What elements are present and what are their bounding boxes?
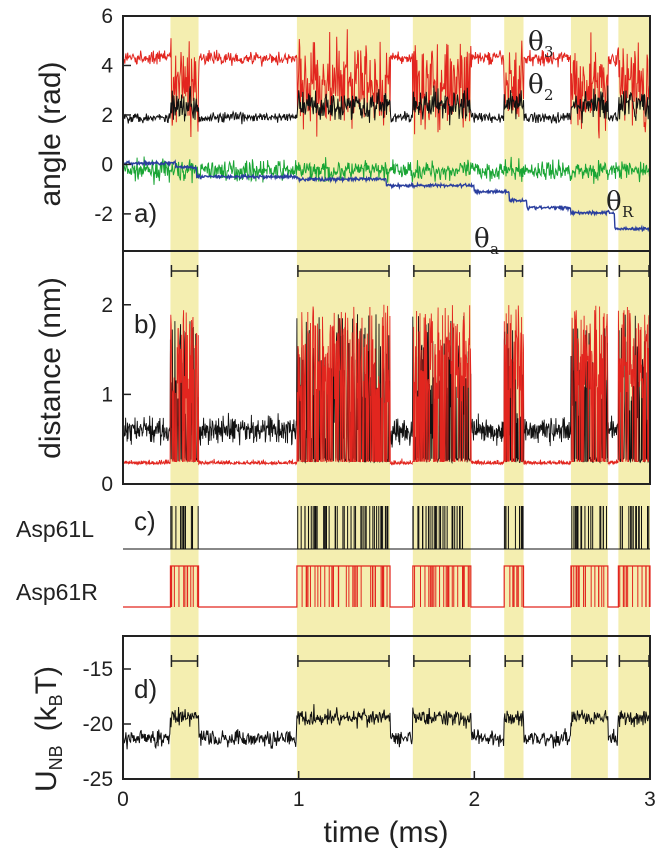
series-distance-red — [122, 304, 651, 467]
shaded-interval-0 — [170, 636, 199, 779]
xtick-label: 1 — [293, 788, 305, 811]
row-label-asp61r: Asp61R — [16, 579, 98, 605]
ytick-label: -20 — [83, 713, 113, 736]
panel-tag-c: c) — [134, 506, 156, 536]
x-axis: 0 1 2 3 — [117, 771, 656, 811]
ytick-label: -25 — [83, 768, 113, 791]
interval-bracket-2 — [413, 265, 471, 277]
interval-bracket-3 — [504, 655, 524, 667]
ytick-label: 1 — [101, 383, 113, 406]
shaded-interval-5 — [618, 484, 650, 636]
ytick-label: 4 — [101, 54, 113, 77]
panel-tag-a: a) — [134, 198, 157, 228]
xtick-label: 3 — [644, 788, 656, 811]
interval-bracket-0 — [170, 265, 199, 277]
traces-c — [123, 506, 651, 608]
panel-d: -25 -20 -15 UNB(kBT) d) — [30, 635, 651, 792]
interval-bracket-1 — [297, 655, 390, 667]
interval-bracket-0 — [170, 655, 199, 667]
frame-d — [122, 635, 651, 780]
panel-b: 0 1 2 distance (nm) b) — [34, 250, 651, 496]
label-theta-3-text: θ — [528, 27, 544, 57]
label-theta-3-sub: 3 — [544, 43, 554, 61]
shaded-interval-3 — [504, 484, 524, 636]
shaded-interval-3 — [504, 636, 524, 779]
interval-bracket-2 — [413, 655, 471, 667]
label-theta-r-text: θ — [606, 187, 622, 217]
row-label-asp61l: Asp61L — [16, 516, 94, 542]
ytick-label: 2 — [101, 294, 113, 317]
interval-bracket-3 — [504, 265, 524, 277]
panel-tag-d: d) — [134, 674, 157, 704]
ytick-label: 6 — [101, 5, 113, 28]
brackets-d — [170, 655, 650, 667]
label-theta-a-text: θ — [474, 224, 490, 254]
xtick-label: 0 — [117, 788, 129, 811]
ytick-label: 2 — [101, 104, 113, 127]
panel-c: c) Asp61L Asp61R — [16, 483, 651, 637]
shaded-interval-0 — [170, 16, 199, 251]
ytick-label: -2 — [94, 203, 113, 226]
ylabel-a: angle (rad) — [34, 61, 67, 206]
shaded-interval-2 — [412, 16, 471, 251]
shaded-interval-2 — [412, 636, 471, 779]
yticks-a: -2 0 2 4 6 — [94, 5, 131, 226]
xlabel: time (ms) — [324, 816, 449, 849]
interval-bracket-4 — [571, 265, 608, 277]
traces-d — [122, 704, 651, 750]
shaded-interval-1 — [296, 636, 391, 779]
ylabel-b: distance (nm) — [34, 277, 67, 459]
ylabel-d-text: UNB(kBT) — [30, 666, 66, 792]
ytick-label: 0 — [101, 153, 113, 176]
panel-tag-b: b) — [134, 309, 157, 339]
yticks-d: -25 -20 -15 — [83, 658, 131, 791]
traces-a — [122, 29, 651, 233]
shaded-interval-4 — [570, 16, 608, 251]
bands-d — [170, 636, 650, 779]
asp61r-state-line — [123, 565, 651, 608]
series-theta-a-green — [122, 156, 651, 185]
traces-b — [122, 304, 651, 467]
series-theta-r-blue — [122, 159, 651, 233]
ylabel-d: UNB(kBT) — [30, 666, 66, 792]
label-theta-a-sub: a — [490, 240, 499, 258]
shaded-interval-4 — [570, 636, 608, 779]
label-theta-2-text: θ — [528, 70, 544, 100]
shaded-interval-1 — [296, 16, 391, 251]
xtick-label: 2 — [468, 788, 480, 811]
series-theta-2-black — [122, 85, 651, 126]
bands-a — [170, 16, 650, 251]
shaded-interval-5 — [618, 636, 650, 779]
label-theta-r-sub: R — [622, 203, 634, 221]
ytick-label: 0 — [101, 473, 113, 496]
label-theta-2-sub: 2 — [544, 86, 554, 104]
interval-bracket-4 — [571, 655, 608, 667]
shaded-interval-3 — [504, 16, 524, 251]
series-theta-3-red — [122, 29, 651, 139]
yticks-b: 0 1 2 — [101, 294, 131, 496]
series-unb-black — [122, 704, 651, 750]
interval-bracket-1 — [297, 265, 390, 277]
ytick-label: -15 — [83, 658, 113, 681]
